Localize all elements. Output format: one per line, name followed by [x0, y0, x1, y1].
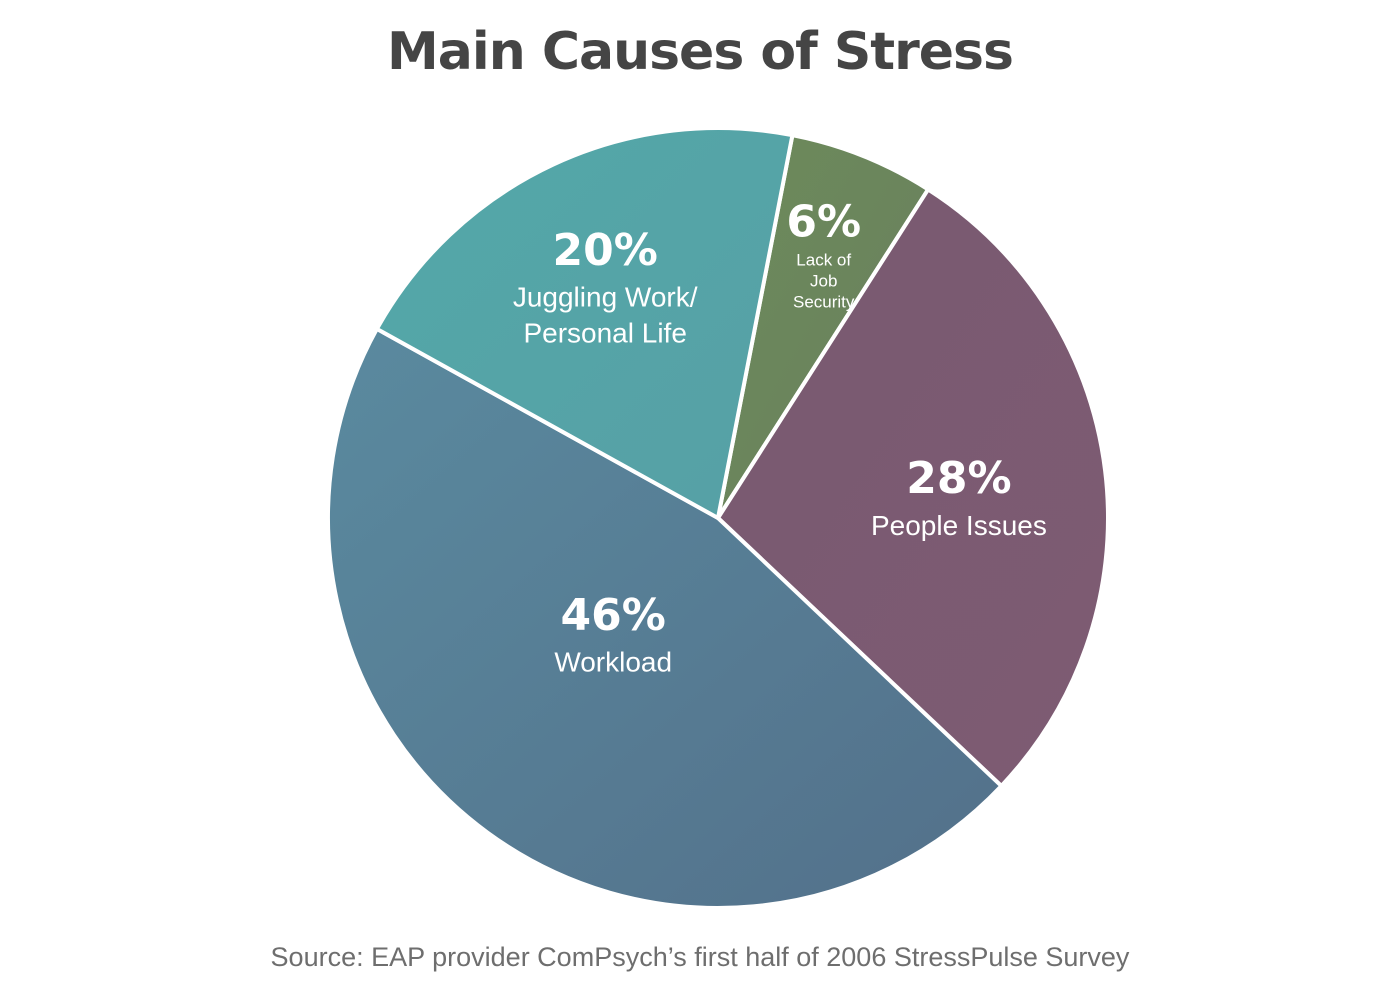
- pie-slice: [326, 326, 1004, 910]
- slice-value-label: 28%: [906, 453, 1011, 504]
- slice-category-label: Juggling Work/: [513, 282, 698, 313]
- slice-value-label: 20%: [553, 225, 658, 276]
- pie-slice: [716, 187, 1110, 788]
- slice-category-label: Lack of: [796, 250, 851, 269]
- slice-category-label: People Issues: [871, 510, 1047, 541]
- chart-title: Main Causes of Stress: [387, 22, 1014, 82]
- slice-value-label: 6%: [786, 197, 861, 248]
- chart-source: Source: EAP provider ComPsych’s first ha…: [270, 942, 1130, 972]
- pie-slice: [716, 133, 931, 520]
- slice-category-label: Personal Life: [523, 318, 686, 349]
- pie-slice: [374, 126, 795, 520]
- slice-category-label: Job: [810, 271, 837, 290]
- slice-value-label: 46%: [561, 590, 666, 641]
- slice-category-label: Workload: [554, 647, 672, 678]
- slice-category-label: Security: [793, 292, 855, 311]
